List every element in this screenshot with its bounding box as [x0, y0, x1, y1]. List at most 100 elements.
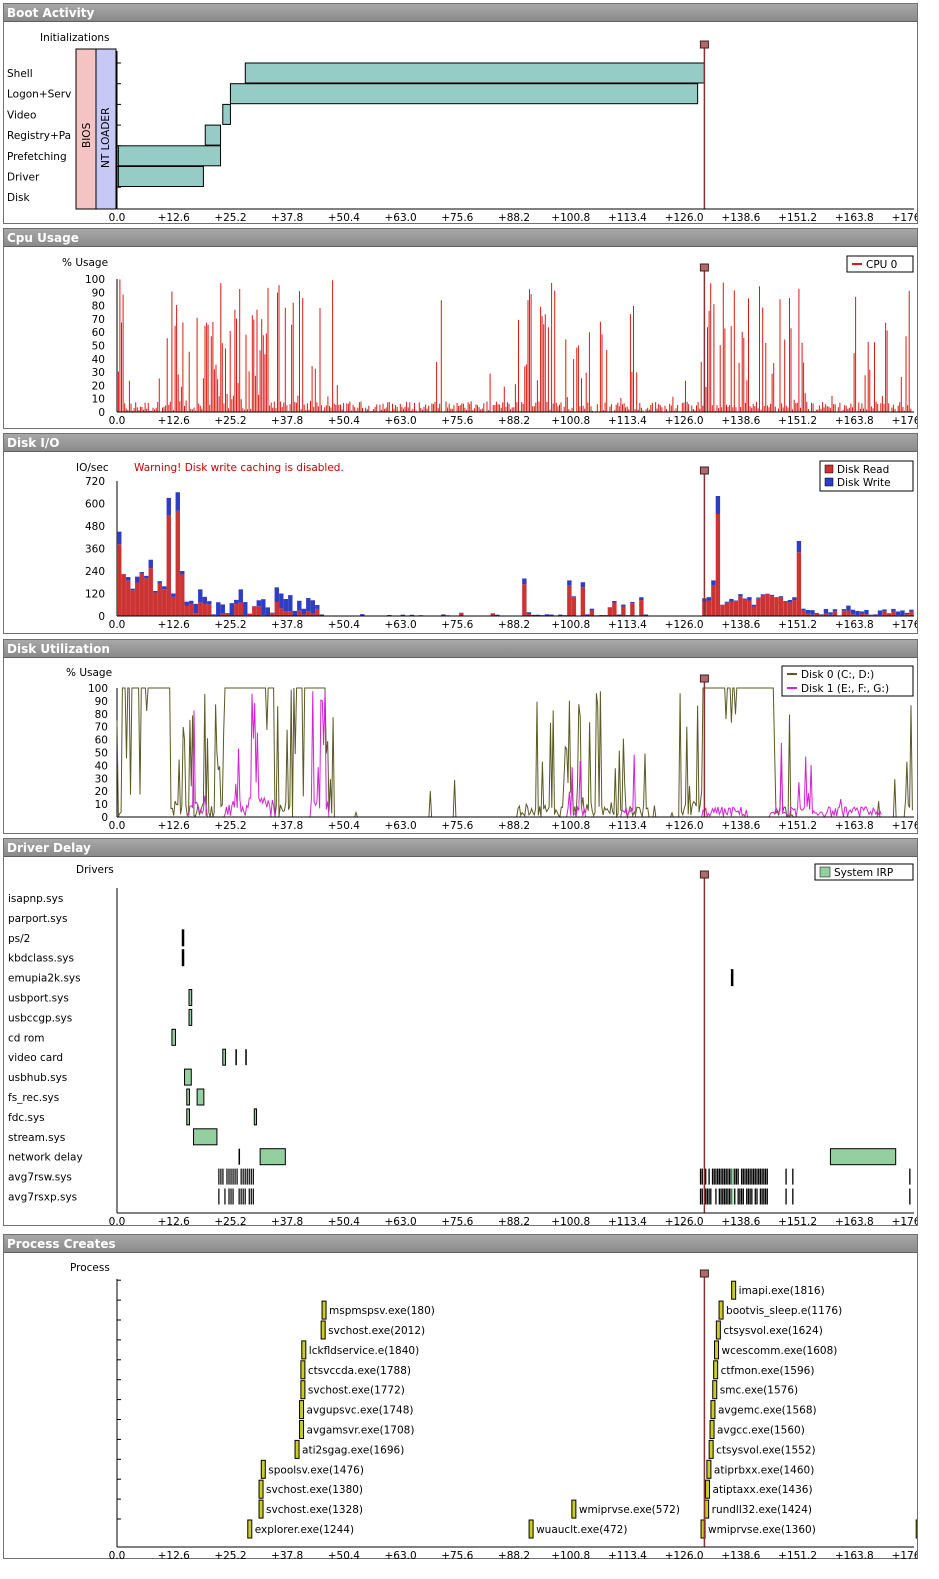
x-tick-label: +138.6	[721, 1216, 760, 1226]
driver-delay-bar	[246, 1168, 248, 1185]
x-tick-label: +25.2	[214, 619, 246, 631]
driver-row-label: kbdclass.sys	[8, 953, 74, 965]
disk-read-bar	[148, 568, 153, 616]
disk-write-bar	[216, 602, 221, 616]
driver-delay-bar	[728, 1168, 731, 1185]
x-tick-label: +176.4	[892, 619, 917, 631]
x-tick-label: +151.2	[778, 1550, 817, 1559]
x-tick-label: +88.2	[498, 415, 530, 427]
disk-write-bar	[895, 611, 901, 616]
driver-delay-bar	[909, 1188, 911, 1205]
process-create-marker	[299, 1400, 305, 1420]
driver-delay-bar	[720, 1168, 722, 1185]
disk-read-bar	[724, 602, 730, 616]
disk-write-bar	[738, 594, 743, 597]
x-tick-label: +88.2	[498, 212, 530, 224]
disk-write-bar	[621, 604, 626, 607]
disk-write-bar	[211, 614, 216, 616]
x-tick-label: +12.6	[158, 820, 190, 832]
driver-delay-bar	[751, 1188, 753, 1205]
driver-delay-bar	[723, 1168, 726, 1185]
disk-write-bar	[193, 603, 198, 614]
disk-read-bar	[778, 597, 784, 616]
process-create-marker	[704, 1499, 710, 1519]
driver-row-label: fs_rec.sys	[8, 1092, 59, 1104]
x-tick-label: +126.0	[665, 1216, 704, 1226]
legend-box	[819, 460, 914, 492]
driver-delay-bar	[222, 1048, 226, 1066]
x-tick-label: +100.8	[551, 1216, 590, 1226]
disk-write-bar	[724, 601, 730, 603]
driver-delay-bar	[727, 1188, 729, 1205]
x-tick-label: +151.2	[778, 619, 817, 631]
disk-write-bar	[400, 614, 406, 616]
disk-read-bar	[184, 605, 189, 616]
x-tick-label: +12.6	[158, 212, 190, 224]
x-tick-label: +25.2	[214, 820, 246, 832]
driver-delay-bar	[754, 1168, 756, 1185]
boot-complete-marker-icon	[699, 466, 709, 475]
driver-row-label: usbhub.sys	[8, 1072, 67, 1084]
disk-write-bar	[819, 614, 824, 616]
disk-read-bar	[306, 611, 311, 616]
driver-row-label: parport.sys	[8, 913, 67, 925]
driver-delay-bar	[186, 1108, 190, 1126]
driver-delay-bar	[766, 1168, 768, 1185]
driver-delay-bar	[727, 1168, 729, 1185]
process-label: spoolsv.exe(1476)	[268, 1464, 364, 1476]
disk-read-bar	[814, 613, 820, 616]
driver-delay-bar	[710, 1188, 712, 1205]
x-tick-label: +37.8	[271, 415, 303, 427]
disk-write-bar	[495, 614, 500, 616]
driver-delay-bar	[735, 1168, 738, 1185]
process-label: svchost.exe(1380)	[266, 1484, 363, 1496]
boot-row-label: Driver	[7, 172, 40, 184]
process-create-marker	[712, 1380, 718, 1400]
driver-delay-bar	[715, 1168, 717, 1185]
disk-write-bar	[760, 594, 766, 596]
boot-complete-marker-icon	[699, 1269, 709, 1278]
x-tick-label: +12.6	[158, 619, 190, 631]
disk-read-bar	[864, 614, 869, 616]
driver-delay-bar	[909, 1168, 911, 1185]
driver-delay-panel: Driver Delay Drivers System IRP isapnp.sys…	[3, 838, 918, 1226]
disk-read-legend-swatch	[824, 464, 834, 474]
disk-write-bar	[153, 590, 158, 593]
driver-delay-bar	[792, 1168, 794, 1185]
disk-write-bar	[292, 610, 297, 616]
boot-phase-bar	[117, 145, 222, 167]
x-tick-label: 0.0	[109, 1216, 126, 1226]
disk-read-bar	[234, 603, 239, 616]
disk-read-bar	[166, 515, 171, 616]
disk-read-bar	[274, 601, 279, 616]
disk-write-bar	[567, 580, 572, 586]
x-tick-label: 0.0	[109, 415, 126, 427]
process-creates-panel: Process Creates Process explorer.exe(1244…	[3, 1234, 918, 1559]
disk-write-bar	[783, 600, 788, 602]
driver-delay-bar	[244, 1168, 246, 1185]
driver-delay-bar	[236, 1168, 238, 1185]
disk-read-bar	[783, 601, 788, 616]
disk-read-bar	[738, 596, 743, 616]
driver-delay-bar	[749, 1188, 751, 1205]
disk-write-bar	[315, 604, 320, 609]
disk-write-bar	[639, 597, 644, 601]
disk-write-bar	[787, 599, 793, 603]
driver-delay-bar	[713, 1168, 715, 1185]
x-tick-label: +113.4	[608, 415, 647, 427]
process-create-marker	[709, 1420, 715, 1439]
disk-write-bar	[526, 612, 532, 614]
disk-read-bar	[202, 603, 207, 616]
disk-write-bar	[828, 612, 833, 615]
driver-delay-bar	[742, 1188, 744, 1205]
driver-delay-bar	[235, 1049, 237, 1066]
disk-read-bar	[252, 606, 257, 616]
x-tick-label: +100.8	[551, 619, 590, 631]
disk-read-bar	[270, 613, 275, 616]
disk-write-bar	[220, 604, 225, 614]
legend-box	[846, 255, 914, 273]
disk-read-bar	[153, 592, 158, 616]
driver-delay-bar	[717, 1168, 719, 1185]
x-tick-label: +176.4	[892, 415, 917, 427]
y-tick-label: 40	[92, 354, 105, 366]
